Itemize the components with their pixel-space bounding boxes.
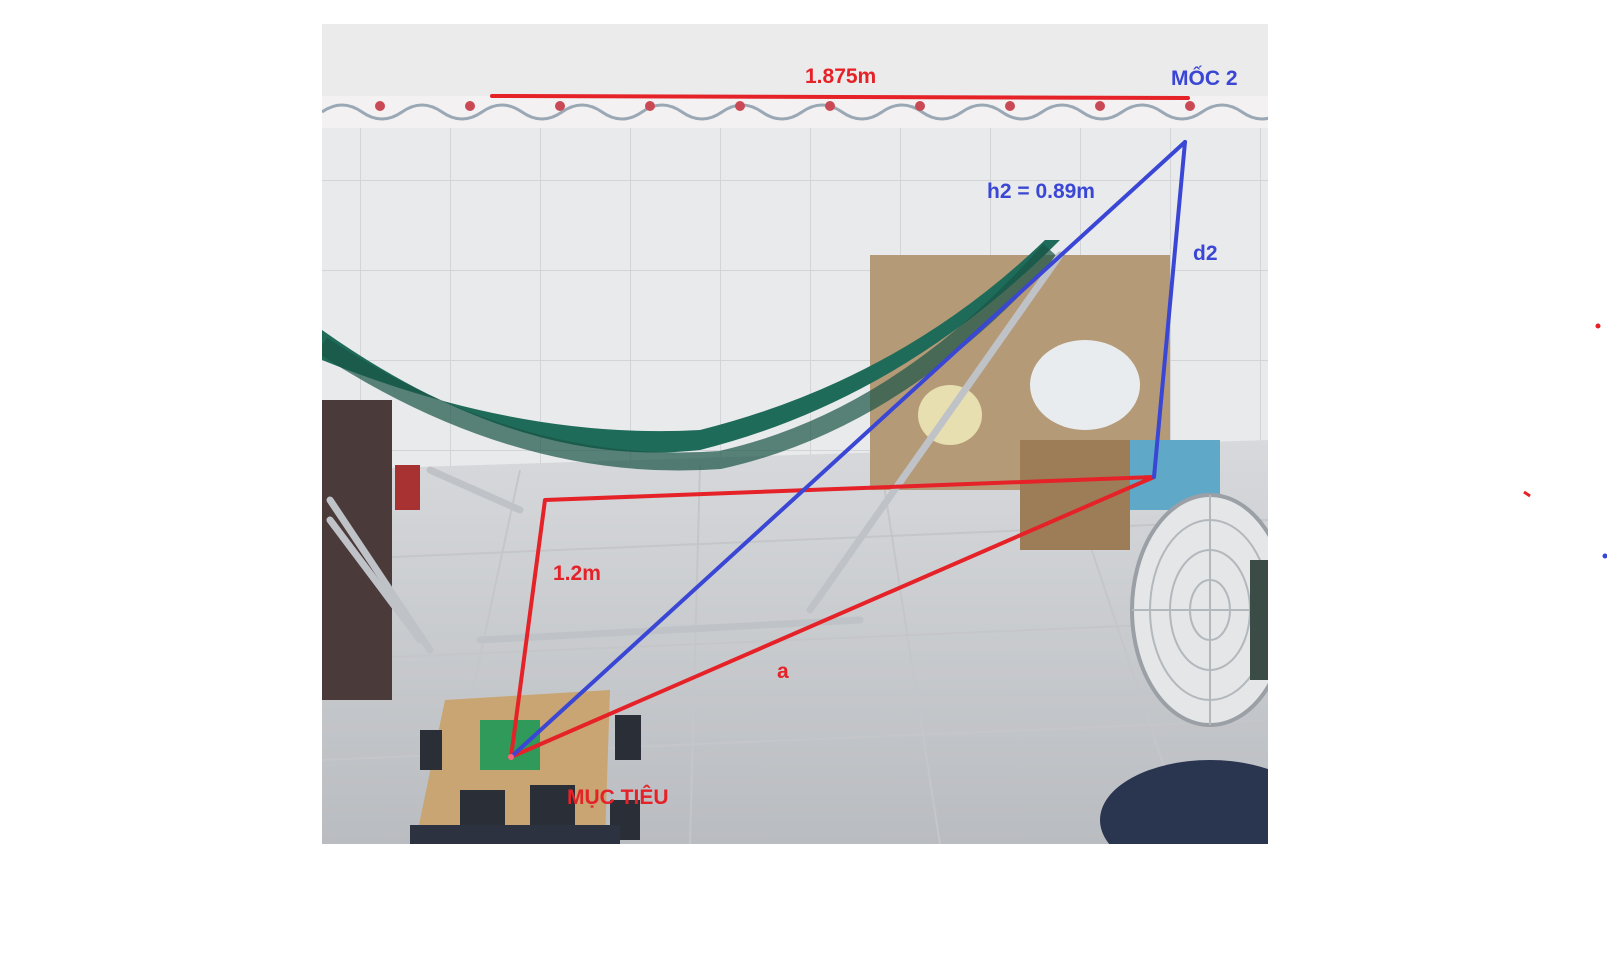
blue-side-d2 — [1152, 140, 1187, 479]
stray-red-dot — [1595, 323, 1601, 329]
wall-border-strip — [322, 96, 1268, 128]
plastic-bag — [1030, 340, 1140, 430]
label-side-d2: d2 — [1193, 242, 1218, 265]
hypotenuse-line — [509, 140, 1187, 759]
label-side-a: a — [777, 660, 789, 683]
label-target: MỤC TIÊU — [567, 785, 669, 809]
label-top-distance: 1.875m — [805, 65, 876, 88]
label-hypotenuse: h2 = 0.89m — [987, 180, 1095, 203]
stray-red-mark — [1523, 490, 1531, 498]
hammock — [322, 240, 1060, 453]
distance-line-top — [490, 94, 1190, 100]
annotation-lines — [490, 94, 1190, 759]
target-point — [508, 754, 514, 760]
left-dark-object — [322, 400, 392, 700]
robot-platform — [410, 690, 641, 844]
stray-blue-dot — [1602, 553, 1607, 559]
label-side-left: 1.2m — [553, 562, 601, 585]
hammock-frame — [326, 251, 1064, 654]
red-quadrilateral — [509, 475, 1156, 759]
room-photo — [322, 24, 1268, 844]
label-anchor: MỐC 2 — [1171, 66, 1238, 90]
